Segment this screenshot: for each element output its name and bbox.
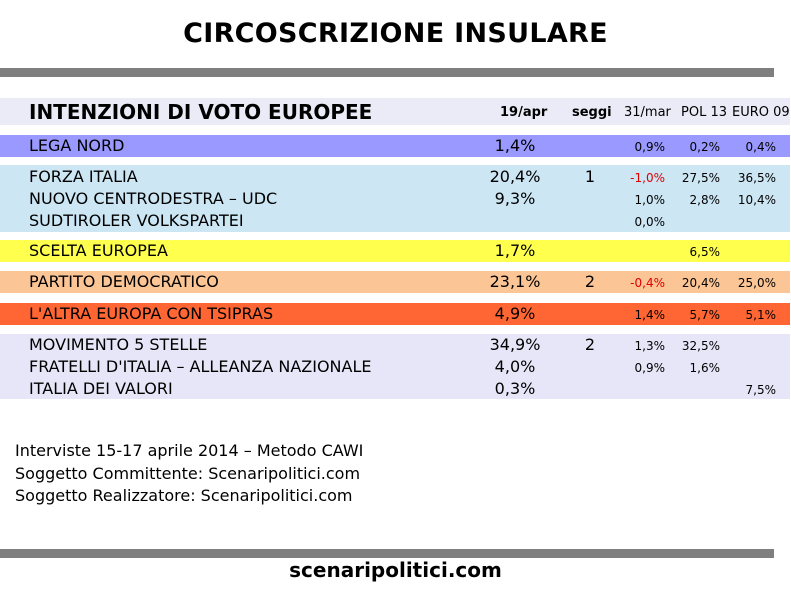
- change-31mar-sudtiroler-volkspartei: 0,0%: [634, 215, 666, 229]
- party-name-sudtiroler-volkspartei: SUDTIROLER VOLKSPARTEI: [29, 211, 244, 230]
- party-name-movimento-5-stelle: MOVIMENTO 5 STELLE: [29, 335, 208, 354]
- party-band-2: [0, 165, 790, 232]
- euro09-l-altra-europa-con-tsipras: 5,1%: [745, 308, 777, 322]
- party-name-lega-nord: LEGA NORD: [29, 136, 125, 155]
- page-title: CIRCOSCRIZIONE INSULARE: [183, 18, 608, 49]
- seats-forza-italia: 1: [584, 167, 596, 186]
- column-header-euro-09: EURO 09: [732, 105, 790, 120]
- party-band-4: [0, 271, 790, 293]
- change-31mar-partito-democratico: -0,4%: [630, 276, 665, 290]
- column-header-pol-13: POL 13: [681, 105, 727, 120]
- party-name-forza-italia: FORZA ITALIA: [29, 167, 138, 186]
- table-heading: INTENZIONI DI VOTO EUROPEE: [29, 100, 373, 124]
- euro09-italia-dei-valori: 7,5%: [745, 383, 777, 397]
- vote-19apr-partito-democratico: 23,1%: [489, 272, 541, 291]
- pol13-movimento-5-stelle: 32,5%: [681, 339, 720, 353]
- column-header-19-apr: 19/apr: [500, 105, 548, 120]
- seats-movimento-5-stelle: 2: [584, 335, 596, 354]
- note-interviews: Interviste 15-17 aprile 2014 – Metodo CA…: [15, 441, 364, 460]
- change-31mar-lega-nord: 0,9%: [634, 140, 666, 154]
- party-band-6: [0, 334, 790, 399]
- top-divider: [0, 68, 774, 77]
- euro09-forza-italia: 36,5%: [737, 171, 776, 185]
- vote-19apr-movimento-5-stelle: 34,9%: [489, 335, 541, 354]
- vote-19apr-scelta-europea: 1,7%: [494, 241, 536, 260]
- pol13-scelta-europea: 6,5%: [689, 245, 721, 259]
- column-header-31-mar: 31/mar: [624, 105, 671, 120]
- vote-19apr-nuovo-centrodestra-udc: 9,3%: [494, 189, 536, 208]
- party-name-fratelli-d-italia-alleanza-nazionale: FRATELLI D'ITALIA – ALLEANZA NAZIONALE: [29, 357, 372, 376]
- footer-site-name: scenaripolitici.com: [289, 558, 502, 582]
- party-name-partito-democratico: PARTITO DEMOCRATICO: [29, 272, 219, 291]
- vote-19apr-forza-italia: 20,4%: [489, 167, 541, 186]
- euro09-lega-nord: 0,4%: [745, 140, 777, 154]
- change-31mar-l-altra-europa-con-tsipras: 1,4%: [634, 308, 666, 322]
- party-name-italia-dei-valori: ITALIA DEI VALORI: [29, 379, 173, 398]
- euro09-nuovo-centrodestra-udc: 10,4%: [737, 193, 776, 207]
- note-committente: Soggetto Committente: Scenaripolitici.co…: [15, 464, 361, 483]
- change-31mar-nuovo-centrodestra-udc: 1,0%: [634, 193, 666, 207]
- vote-19apr-italia-dei-valori: 0,3%: [494, 379, 536, 398]
- vote-19apr-l-altra-europa-con-tsipras: 4,9%: [494, 304, 536, 323]
- euro09-partito-democratico: 25,0%: [737, 276, 776, 290]
- change-31mar-forza-italia: -1,0%: [630, 171, 665, 185]
- pol13-forza-italia: 27,5%: [681, 171, 720, 185]
- note-realizzatore: Soggetto Realizzatore: Scenaripolitici.c…: [15, 486, 353, 505]
- party-band-3: [0, 240, 790, 262]
- change-31mar-movimento-5-stelle: 1,3%: [634, 339, 666, 353]
- pol13-fratelli-d-italia-alleanza-nazionale: 1,6%: [689, 361, 721, 375]
- change-31mar-fratelli-d-italia-alleanza-nazionale: 0,9%: [634, 361, 666, 375]
- vote-19apr-lega-nord: 1,4%: [494, 136, 536, 155]
- party-name-scelta-europea: SCELTA EUROPEA: [29, 241, 168, 260]
- column-header-seggi: seggi: [572, 105, 612, 120]
- seats-partito-democratico: 2: [584, 272, 596, 291]
- pol13-nuovo-centrodestra-udc: 2,8%: [689, 193, 721, 207]
- vote-19apr-fratelli-d-italia-alleanza-nazionale: 4,0%: [494, 357, 536, 376]
- party-name-nuovo-centrodestra-udc: NUOVO CENTRODESTRA – UDC: [29, 189, 278, 208]
- pol13-lega-nord: 0,2%: [689, 140, 721, 154]
- pol13-l-altra-europa-con-tsipras: 5,7%: [689, 308, 721, 322]
- bottom-divider: [0, 549, 774, 558]
- party-band-5: [0, 303, 790, 325]
- party-band-1: [0, 135, 790, 157]
- party-name-l-altra-europa-con-tsipras: L'ALTRA EUROPA CON TSIPRAS: [29, 304, 274, 323]
- table-header-row: [0, 98, 790, 125]
- pol13-partito-democratico: 20,4%: [681, 276, 720, 290]
